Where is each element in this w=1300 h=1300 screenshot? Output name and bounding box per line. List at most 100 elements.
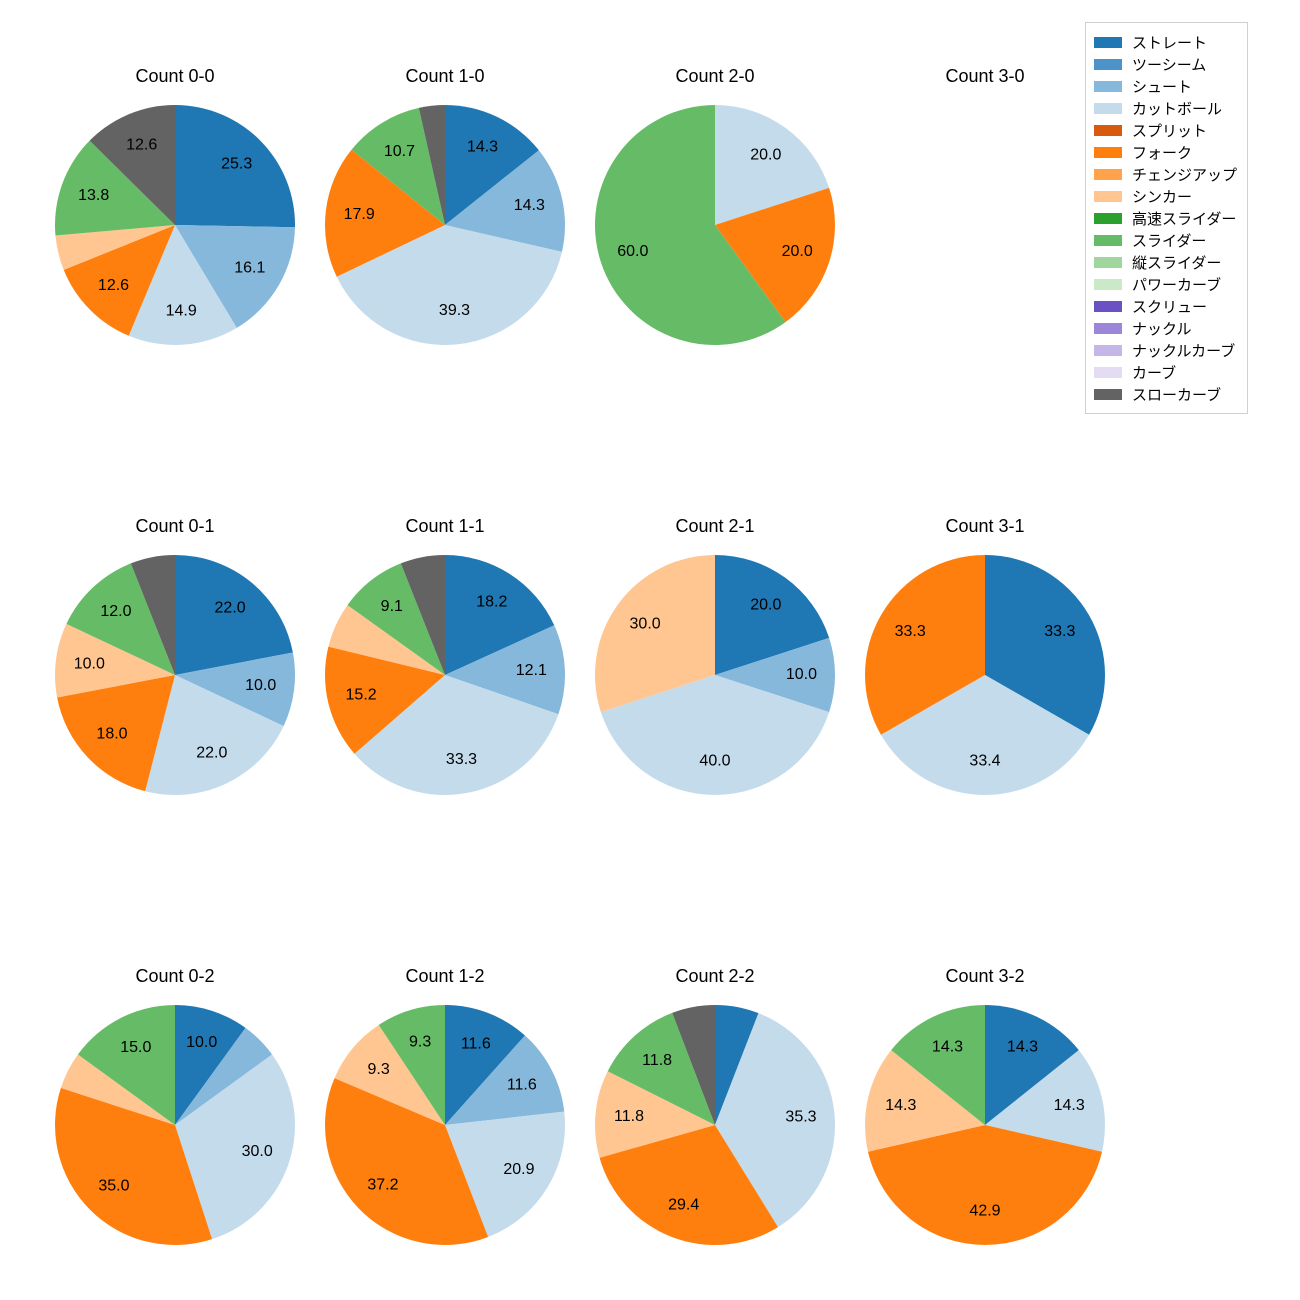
slice-label: 18.2 <box>476 594 507 611</box>
legend-label: 高速スライダー <box>1132 208 1236 229</box>
slice-label: 33.3 <box>1044 623 1075 640</box>
legend-label: ナックル <box>1132 318 1192 339</box>
slice-label: 10.0 <box>786 666 817 683</box>
slice-label: 10.7 <box>384 143 415 160</box>
legend-label: ナックルカーブ <box>1132 340 1235 361</box>
slice-label: 11.6 <box>507 1077 537 1094</box>
slice-label: 40.0 <box>699 753 730 770</box>
slice-label: 20.0 <box>782 243 813 260</box>
slice-label: 37.2 <box>367 1176 398 1193</box>
legend-swatch <box>1094 389 1122 400</box>
slice-label: 33.3 <box>446 751 477 768</box>
chart-title: Count 1-1 <box>310 516 580 537</box>
pie-svg: 14.3 14.3 42.9 14.3 14.3 <box>850 990 1120 1260</box>
legend-item: スローカーブ <box>1094 383 1237 405</box>
pie-chart: Count 1-014.314.339.317.910.7 <box>310 90 580 360</box>
chart-title: Count 2-0 <box>580 66 850 87</box>
legend-label: スプリット <box>1132 120 1207 141</box>
pie-chart: Count 0-210.030.035.015.0 <box>40 990 310 1260</box>
legend-label: ツーシーム <box>1132 54 1206 75</box>
slice-label: 11.6 <box>461 1036 491 1053</box>
slice-label: 13.8 <box>78 187 109 204</box>
legend-label: パワーカーブ <box>1132 274 1221 295</box>
pie-svg: 20.0 10.0 40.0 30.0 <box>580 540 850 810</box>
pie-svg: 18.2 12.1 33.3 15.2 9.1 <box>310 540 580 810</box>
slice-label: 16.1 <box>234 260 265 277</box>
pie-svg: 25.3 16.1 14.9 12.6 13.8 12.6 <box>40 90 310 360</box>
slice-label: 12.0 <box>100 603 131 620</box>
slice-label: 30.0 <box>242 1143 273 1160</box>
slice-label: 12.1 <box>516 662 547 679</box>
slice-label: 12.6 <box>126 137 157 154</box>
pie-chart: Count 3-133.333.433.3 <box>850 540 1120 810</box>
chart-title: Count 3-1 <box>850 516 1120 537</box>
slice-label: 42.9 <box>969 1203 1000 1220</box>
chart-title: Count 3-2 <box>850 966 1120 987</box>
slice-label: 12.6 <box>98 277 129 294</box>
pie-chart: Count 1-118.212.133.315.29.1 <box>310 540 580 810</box>
slice-label: 11.8 <box>614 1108 644 1125</box>
slice-label: 60.0 <box>617 243 648 260</box>
legend-label: スローカーブ <box>1132 384 1221 405</box>
legend-item: カーブ <box>1094 361 1237 383</box>
slice-label: 33.3 <box>895 623 926 640</box>
pie-chart: Count 0-025.316.114.912.613.812.6 <box>40 90 310 360</box>
slice-label: 14.3 <box>1054 1097 1085 1114</box>
chart-title: Count 1-0 <box>310 66 580 87</box>
pie-chart: Count 1-211.611.620.937.29.39.3 <box>310 990 580 1260</box>
slice-label: 9.3 <box>409 1034 431 1051</box>
chart-title: Count 0-2 <box>40 966 310 987</box>
slice-label: 11.8 <box>642 1052 672 1069</box>
legend-label: スライダー <box>1132 230 1206 251</box>
pie-svg: 33.3 33.4 33.3 <box>850 540 1120 810</box>
slice-label: 17.9 <box>344 206 375 223</box>
slice-label: 9.1 <box>381 598 403 615</box>
slice-label: 33.4 <box>969 753 1000 770</box>
legend-label: シンカー <box>1132 186 1192 207</box>
pie-svg: 35.329.411.811.8 <box>580 990 850 1260</box>
slice-label: 35.0 <box>98 1177 129 1194</box>
slice-label: 9.3 <box>367 1061 389 1078</box>
slice-label: 14.3 <box>467 138 498 155</box>
slice-label: 35.3 <box>785 1108 816 1125</box>
slice-label: 39.3 <box>439 302 470 319</box>
slice-label: 10.0 <box>74 655 105 672</box>
legend-swatch <box>1094 367 1122 378</box>
slice-label: 14.3 <box>514 197 545 214</box>
slice-label: 14.9 <box>166 302 197 319</box>
chart-grid-root: ストレートツーシームシュートカットボールスプリットフォークチェンジアップシンカー… <box>0 0 1300 1300</box>
legend-label: スクリュー <box>1132 296 1207 317</box>
slice-label: 10.0 <box>245 677 276 694</box>
chart-title: Count 2-2 <box>580 966 850 987</box>
slice-label: 20.9 <box>503 1161 534 1178</box>
slice-label: 20.0 <box>750 596 781 613</box>
legend-item: ストレート <box>1094 31 1237 53</box>
pie-svg: 14.3 14.3 39.3 17.9 10.7 <box>310 90 580 360</box>
legend-label: フォーク <box>1132 142 1192 163</box>
pie-chart: Count 3-0 <box>850 90 1120 360</box>
slice-label: 22.0 <box>196 744 227 761</box>
slice-label: 30.0 <box>630 615 661 632</box>
legend-swatch <box>1094 37 1122 48</box>
slice-label: 14.3 <box>932 1038 963 1055</box>
legend-label: チェンジアップ <box>1132 164 1237 185</box>
slice-label: 25.3 <box>221 156 252 173</box>
pie-chart: Count 2-120.010.040.030.0 <box>580 540 850 810</box>
pie-svg: 11.6 11.6 20.9 37.2 9.3 9.3 <box>310 990 580 1260</box>
pie-chart: Count 2-020.020.060.0 <box>580 90 850 360</box>
legend-label: カーブ <box>1132 362 1176 383</box>
legend-label: ストレート <box>1132 32 1207 53</box>
slice-label: 14.3 <box>1007 1038 1038 1055</box>
chart-title: Count 1-2 <box>310 966 580 987</box>
pie-chart: Count 3-214.314.342.914.314.3 <box>850 990 1120 1260</box>
slice-label: 20.0 <box>750 146 781 163</box>
pie-svg: 22.010.022.018.010.012.0 <box>40 540 310 810</box>
slice-label: 15.2 <box>346 687 377 704</box>
slice-label: 14.3 <box>885 1097 916 1114</box>
slice-label: 10.0 <box>186 1034 217 1051</box>
slice-label: 22.0 <box>215 600 246 617</box>
slice-label: 15.0 <box>120 1039 151 1056</box>
pie-svg: 20.0 20.0 60.0 <box>580 90 850 360</box>
pie-chart: Count 2-235.329.411.811.8 <box>580 990 850 1260</box>
legend-label: カットボール <box>1132 98 1222 119</box>
